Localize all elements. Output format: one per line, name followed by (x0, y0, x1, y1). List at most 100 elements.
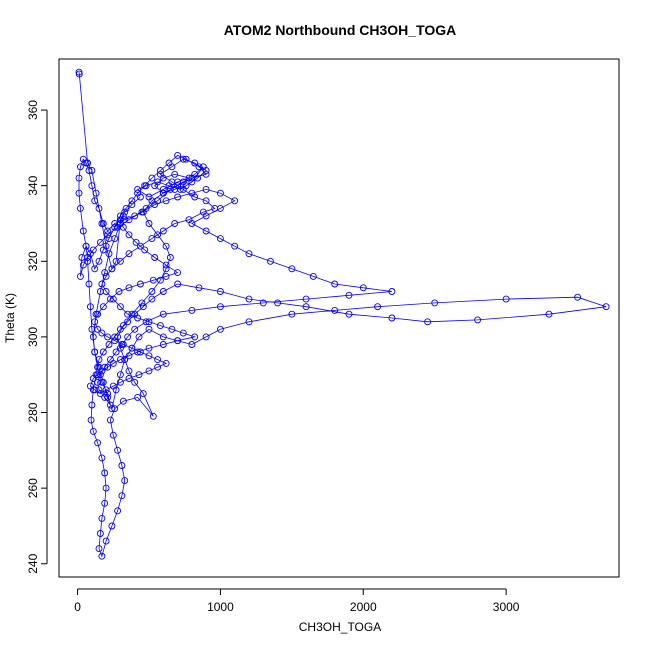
data-point (98, 514, 106, 522)
data-point (188, 341, 196, 348)
data-point (96, 371, 104, 379)
x-tick-label: 2000 (350, 600, 377, 614)
data-point (302, 295, 310, 303)
data-point (154, 356, 162, 364)
chart-title: ATOM2 Northbound CH3OH_TOGA (224, 22, 457, 38)
data-point (125, 250, 133, 258)
data-point (104, 333, 112, 341)
data-point (111, 223, 119, 231)
data-point (101, 469, 109, 477)
data-point (159, 310, 167, 318)
data-point (92, 189, 100, 197)
data-point (95, 386, 103, 394)
data-point (182, 155, 190, 163)
data-point (216, 288, 224, 295)
data-point (112, 348, 120, 356)
data-point (374, 303, 382, 311)
data-point (424, 318, 432, 326)
data-point (79, 227, 87, 235)
data-point (134, 314, 142, 322)
data-point (138, 208, 146, 216)
data-point (89, 375, 97, 382)
data-point (96, 530, 104, 537)
data-point (128, 201, 136, 209)
data-point (76, 272, 84, 280)
data-point (116, 371, 124, 379)
data-point (148, 295, 156, 303)
data-point (99, 246, 107, 254)
data-point (131, 378, 139, 386)
data-point (75, 70, 83, 78)
data-point (98, 552, 106, 560)
data-point (179, 329, 187, 337)
data-point (95, 257, 103, 265)
data-point (119, 223, 127, 231)
data-point (89, 246, 97, 254)
data-point (388, 288, 396, 295)
data-point (288, 310, 296, 318)
y-tick-label: 320 (26, 251, 40, 271)
data-point (149, 276, 157, 284)
data-point (94, 325, 102, 333)
data-point (104, 231, 112, 239)
data-point (125, 375, 133, 382)
data-point (128, 310, 136, 318)
data-point (124, 318, 132, 326)
data-point (121, 216, 129, 224)
data-point (309, 272, 317, 280)
data-point (95, 204, 103, 212)
data-point (102, 484, 110, 492)
data-point (345, 310, 353, 318)
data-point (114, 507, 122, 515)
data-point (174, 151, 182, 159)
data-point (216, 303, 224, 311)
data-point (162, 359, 170, 367)
data-point (109, 382, 117, 390)
data-point (168, 325, 176, 333)
series-line (78, 72, 607, 558)
data-point (159, 227, 167, 235)
data-point (119, 341, 127, 348)
data-point (116, 257, 124, 265)
data-point (125, 352, 133, 360)
data-point (86, 303, 94, 311)
data-point (202, 333, 210, 341)
data-point (136, 242, 144, 250)
data-point (108, 522, 116, 530)
data-point (136, 280, 144, 288)
data-point (94, 439, 102, 447)
data-point (191, 333, 199, 341)
data-point (131, 212, 139, 220)
data-point (141, 246, 149, 254)
y-tick-label: 240 (26, 553, 40, 573)
data-point (118, 492, 126, 500)
data-point (145, 325, 153, 333)
data-point (185, 216, 193, 224)
data-point (122, 204, 130, 212)
data-point (131, 325, 139, 333)
data-point (474, 316, 482, 324)
data-point (111, 405, 119, 413)
data-point (199, 208, 207, 216)
data-point (171, 185, 179, 193)
data-point (95, 356, 103, 364)
data-point (91, 197, 99, 205)
data-point (84, 257, 92, 265)
data-point (119, 397, 127, 405)
data-point (125, 216, 133, 224)
data-point (89, 333, 97, 341)
x-axis-label: CH3OH_TOGA (299, 620, 381, 634)
data-point (211, 204, 219, 212)
data-point (94, 363, 102, 371)
data-point (101, 499, 109, 507)
data-point (142, 318, 150, 326)
data-point (136, 193, 144, 201)
data-point (145, 367, 153, 375)
data-point (162, 272, 170, 280)
data-point (108, 265, 116, 273)
data-point (99, 220, 107, 227)
data-point (76, 163, 84, 171)
data-point (288, 265, 296, 273)
data-point (245, 250, 253, 258)
data-point (148, 288, 156, 295)
